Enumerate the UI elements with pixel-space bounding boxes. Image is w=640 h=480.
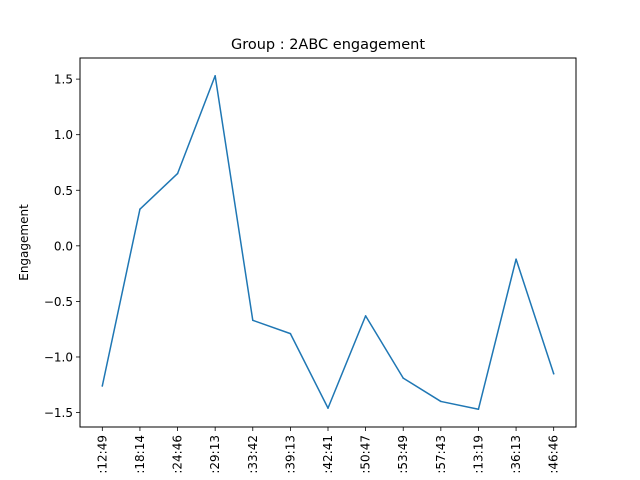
x-tick-label: :13:19 bbox=[471, 435, 485, 474]
data-point bbox=[176, 172, 179, 175]
data-point bbox=[552, 372, 555, 375]
data-point bbox=[252, 319, 254, 322]
x-tick-label: :39:13 bbox=[283, 435, 297, 474]
y-tick-label: −0.5 bbox=[44, 295, 73, 309]
data-point bbox=[289, 332, 292, 335]
y-tick-label: −1.0 bbox=[44, 350, 73, 364]
chart-title: Group : 2ABC engagement bbox=[231, 37, 425, 53]
data-point bbox=[402, 377, 404, 379]
y-tick-label: −1.5 bbox=[44, 406, 73, 420]
x-tick-label: :46:46 bbox=[547, 435, 561, 474]
data-point bbox=[364, 315, 367, 317]
y-tick-label: 0.5 bbox=[54, 184, 73, 198]
x-tick-label: :50:47 bbox=[359, 435, 373, 474]
y-tick-label: 1.5 bbox=[54, 73, 73, 87]
x-tick-label: :57:43 bbox=[434, 435, 448, 474]
x-tick-label: :18:14 bbox=[133, 435, 147, 474]
data-point bbox=[440, 400, 442, 403]
x-tick-label: :29:13 bbox=[208, 435, 222, 474]
data-point bbox=[101, 385, 104, 387]
y-axis-label: Engagement bbox=[17, 204, 31, 281]
x-tick-label: :36:13 bbox=[509, 435, 523, 474]
data-point bbox=[477, 408, 480, 410]
y-tick-label: 1.0 bbox=[54, 128, 73, 142]
x-tick-label: :24:46 bbox=[171, 435, 185, 474]
x-tick-label: :42:41 bbox=[321, 435, 335, 474]
data-point bbox=[327, 407, 329, 409]
x-tick-label: :53:49 bbox=[396, 435, 410, 474]
x-tick-label: :12:49 bbox=[95, 435, 109, 474]
y-axis-ticks: −1.5 −1.0 −0.5 0.0 0.5 1.0 1.5 bbox=[44, 73, 80, 420]
x-axis-ticks: :12:49 :18:14 :24:46 :29:13 :33:42 :39:13 :42:… bbox=[95, 427, 561, 474]
data-point bbox=[139, 208, 141, 210]
data-point bbox=[515, 258, 517, 260]
x-tick-label: :33:42 bbox=[246, 435, 260, 474]
data-point bbox=[214, 75, 216, 77]
axes-frame bbox=[79, 57, 577, 428]
y-tick-label: 0.0 bbox=[54, 239, 73, 253]
plot-area bbox=[101, 75, 555, 410]
